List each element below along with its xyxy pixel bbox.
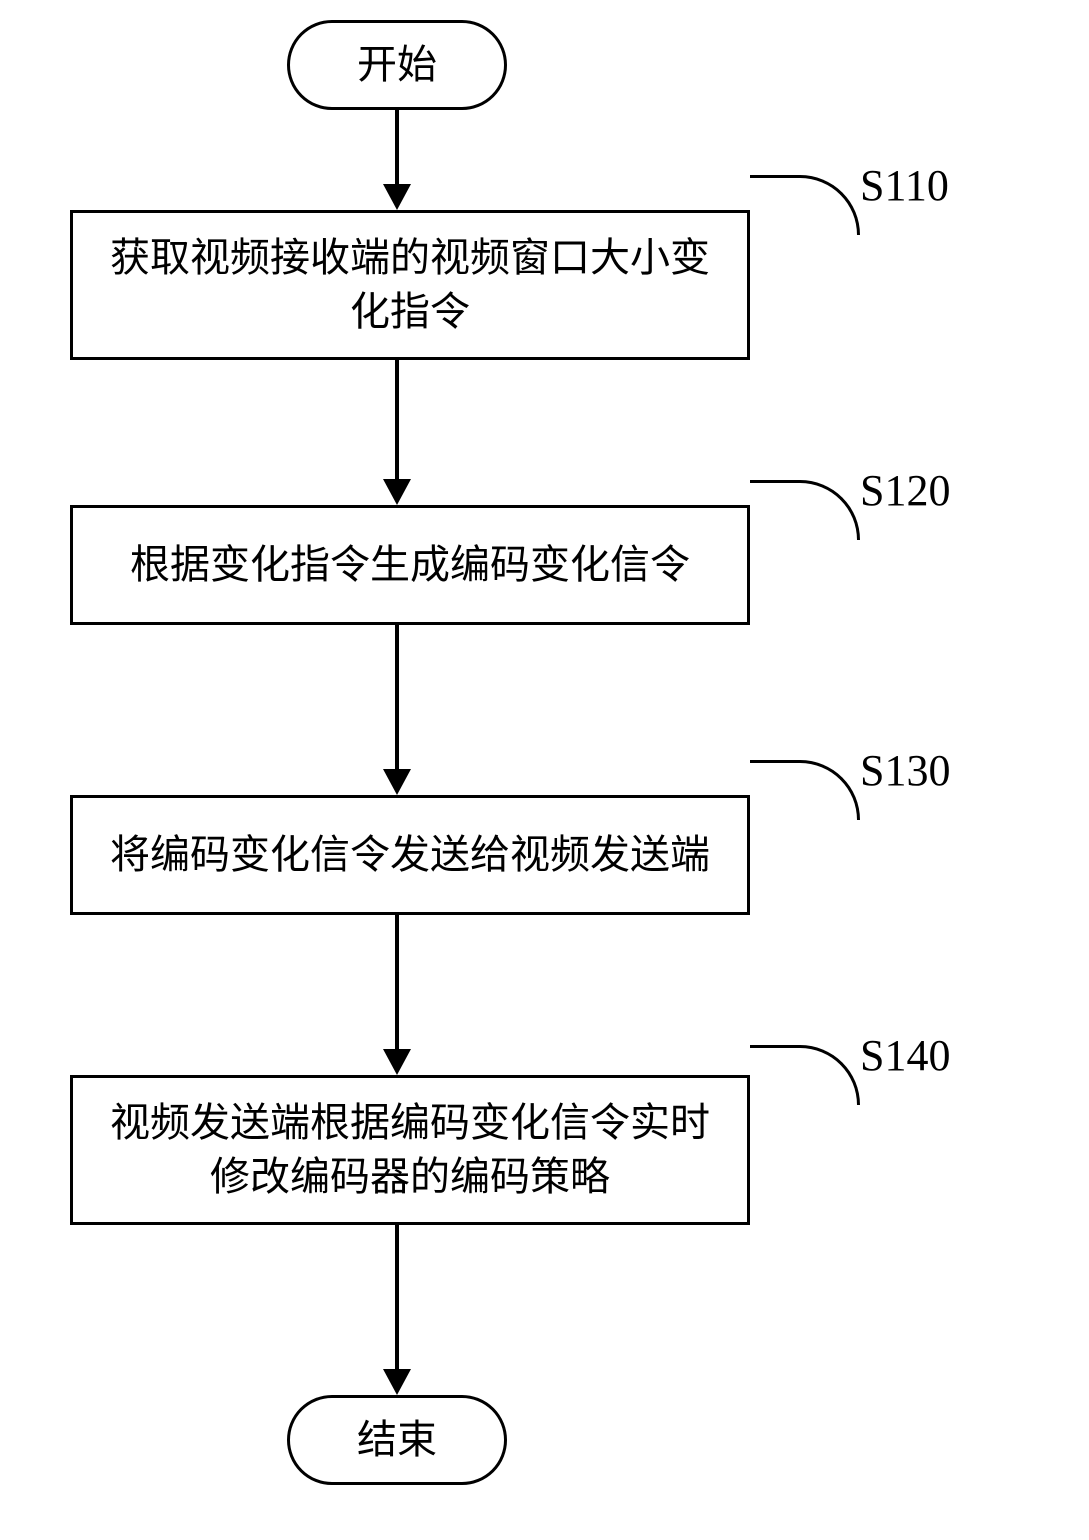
process-s130: 将编码变化信令发送给视频发送端: [70, 795, 750, 915]
flowchart-canvas: 开始 获取视频接收端的视频窗口大小变化指令 S110 根据变化指令生成编码变化信…: [0, 0, 1089, 1540]
process-s110: 获取视频接收端的视频窗口大小变化指令: [70, 210, 750, 360]
process-s130-text: 将编码变化信令发送给视频发送端: [110, 828, 710, 882]
edge-s130-s140: [395, 915, 399, 1049]
connector-s140: [750, 1045, 860, 1105]
process-s140-text: 视频发送端根据编码变化信令实时修改编码器的编码策略: [93, 1096, 727, 1204]
end-node: 结束: [287, 1395, 507, 1485]
edge-s120-s130: [395, 625, 399, 769]
process-s110-text: 获取视频接收端的视频窗口大小变化指令: [93, 231, 727, 339]
step-label-s120: S120: [860, 465, 950, 516]
connector-s130: [750, 760, 860, 820]
edge-s120-s130-head: [383, 769, 411, 795]
process-s120: 根据变化指令生成编码变化信令: [70, 505, 750, 625]
process-s140: 视频发送端根据编码变化信令实时修改编码器的编码策略: [70, 1075, 750, 1225]
edge-s130-s140-head: [383, 1049, 411, 1075]
edge-start-s110-head: [383, 184, 411, 210]
edge-start-s110: [395, 110, 399, 184]
process-s120-text: 根据变化指令生成编码变化信令: [130, 538, 690, 592]
step-label-s140: S140: [860, 1030, 950, 1081]
step-label-s130: S130: [860, 745, 950, 796]
connector-s120: [750, 480, 860, 540]
start-label: 开始: [357, 38, 437, 92]
edge-s140-end-head: [383, 1369, 411, 1395]
start-node: 开始: [287, 20, 507, 110]
edge-s140-end: [395, 1225, 399, 1369]
step-label-s110: S110: [860, 160, 949, 211]
edge-s110-s120-head: [383, 479, 411, 505]
connector-s110: [750, 175, 860, 235]
edge-s110-s120: [395, 360, 399, 479]
end-label: 结束: [357, 1413, 437, 1467]
